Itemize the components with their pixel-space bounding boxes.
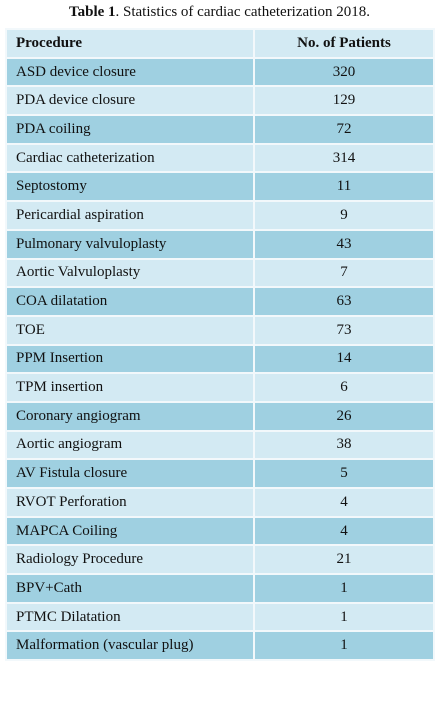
procedure-cell: TOE bbox=[5, 314, 255, 346]
procedure-cell: Aortic Valvuloplasty bbox=[5, 257, 255, 289]
procedure-cell: Pulmonary valvuloplasty bbox=[5, 228, 255, 260]
count-cell: 7 bbox=[253, 257, 435, 289]
count-cell: 1 bbox=[253, 630, 435, 662]
procedure-cell: Aortic angiogram bbox=[5, 429, 255, 461]
procedure-cell: Malformation (vascular plug) bbox=[5, 630, 255, 662]
procedure-cell: ASD device closure bbox=[5, 56, 255, 88]
procedure-cell: PDA coiling bbox=[5, 114, 255, 145]
header-cell: No. of Patients bbox=[253, 28, 435, 59]
procedure-cell: TPM insertion bbox=[5, 372, 255, 403]
count-cell: 6 bbox=[253, 372, 435, 403]
procedure-cell: Pericardial aspiration bbox=[5, 200, 255, 231]
count-cell: 5 bbox=[253, 458, 435, 489]
procedure-cell: MAPCA Coiling bbox=[5, 515, 255, 547]
count-cell: 43 bbox=[253, 228, 435, 260]
table-row: Pericardial aspiration 9 bbox=[5, 200, 435, 231]
header-cell: Procedure bbox=[5, 28, 255, 59]
count-cell: 4 bbox=[253, 487, 435, 518]
count-cell: 11 bbox=[253, 171, 435, 203]
table-row: PDA device closure 129 bbox=[5, 85, 435, 117]
procedure-cell: COA dilatation bbox=[5, 286, 255, 317]
table-row: TOE 73 bbox=[5, 314, 435, 346]
caption-text: . Statistics of cardiac catheterization … bbox=[115, 4, 371, 20]
procedure-cell: Radiology Procedure bbox=[5, 544, 255, 576]
header-row: Procedure No. of Patients bbox=[5, 28, 435, 59]
count-cell: 320 bbox=[253, 56, 435, 88]
count-cell: 72 bbox=[253, 114, 435, 145]
count-cell: 21 bbox=[253, 544, 435, 576]
procedure-cell: PTMC Dilatation bbox=[5, 601, 255, 633]
procedure-cell: AV Fistula closure bbox=[5, 458, 255, 489]
table-row: ASD device closure 320 bbox=[5, 56, 435, 88]
count-cell: 1 bbox=[253, 601, 435, 633]
table: Procedure No. of Patients ASD device clo… bbox=[5, 28, 435, 662]
procedure-cell: Coronary angiogram bbox=[5, 400, 255, 432]
count-cell: 4 bbox=[253, 515, 435, 547]
count-cell: 73 bbox=[253, 314, 435, 346]
caption: Table 1. Statistics of cardiac catheteri… bbox=[0, 0, 439, 26]
count-cell: 63 bbox=[253, 286, 435, 317]
table-row: Coronary angiogram 26 bbox=[5, 400, 435, 432]
table-row: RVOT Perforation 4 bbox=[5, 487, 435, 518]
count-cell: 38 bbox=[253, 429, 435, 461]
count-cell: 26 bbox=[253, 400, 435, 432]
procedure-cell: Septostomy bbox=[5, 171, 255, 203]
procedure-cell: RVOT Perforation bbox=[5, 487, 255, 518]
caption-label: Table 1 bbox=[68, 4, 116, 20]
table-row: TPM insertion 6 bbox=[5, 372, 435, 403]
procedure-cell: Cardiac catheterization bbox=[5, 142, 255, 174]
count-cell: 1 bbox=[253, 573, 435, 604]
table-row: Cardiac catheterization 314 bbox=[5, 142, 435, 174]
table-row: Radiology Procedure 21 bbox=[5, 544, 435, 576]
table-row: BPV+Cath 1 bbox=[5, 573, 435, 604]
table-row: AV Fistula closure 5 bbox=[5, 458, 435, 489]
count-cell: 9 bbox=[253, 200, 435, 231]
table-row: COA dilatation 63 bbox=[5, 286, 435, 317]
table-body: ASD device closure 320 PDA device closure 1… bbox=[5, 56, 435, 662]
table-row: PDA coiling 72 bbox=[5, 114, 435, 145]
table-row: PPM Insertion 14 bbox=[5, 343, 435, 375]
table-row: PTMC Dilatation 1 bbox=[5, 601, 435, 633]
count-cell: 129 bbox=[253, 85, 435, 117]
procedure-cell: PPM Insertion bbox=[5, 343, 255, 375]
table-row: Malformation (vascular plug) 1 bbox=[5, 630, 435, 662]
count-cell: 314 bbox=[253, 142, 435, 174]
table-row: Aortic angiogram 38 bbox=[5, 429, 435, 461]
table-row: Aortic Valvuloplasty 7 bbox=[5, 257, 435, 289]
procedure-cell: PDA device closure bbox=[5, 85, 255, 117]
table-row: MAPCA Coiling 4 bbox=[5, 515, 435, 547]
table-row: Pulmonary valvuloplasty 43 bbox=[5, 228, 435, 260]
procedure-cell: BPV+Cath bbox=[5, 573, 255, 604]
table-row: Septostomy 11 bbox=[5, 171, 435, 203]
count-cell: 14 bbox=[253, 343, 435, 375]
